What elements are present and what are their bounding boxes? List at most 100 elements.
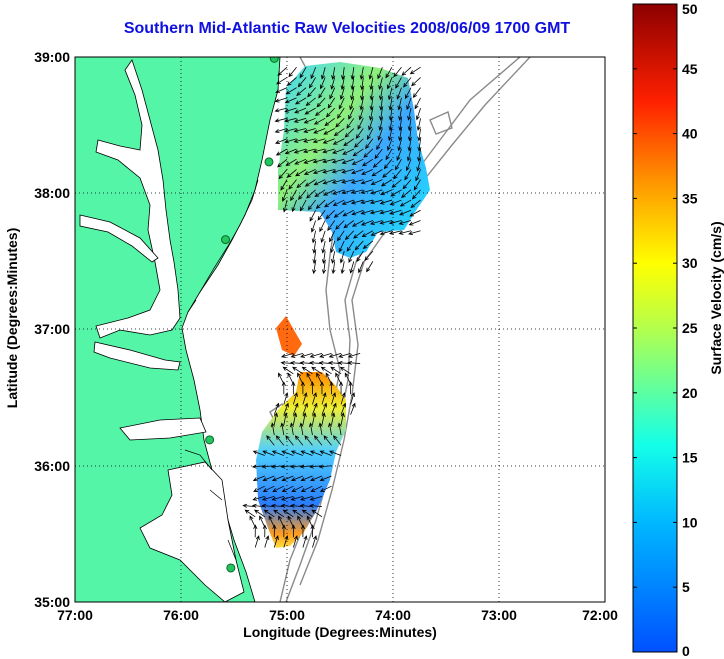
colorbar-tick-label: 5 — [682, 579, 690, 595]
colorbar-tick-label: 35 — [682, 190, 698, 206]
velocity-arrow — [337, 107, 345, 119]
velocity-arrow — [280, 496, 294, 501]
velocity-arrow — [259, 515, 266, 528]
velocity-arrow — [325, 209, 335, 220]
velocity-arrow — [289, 422, 294, 436]
velocity-arrow — [378, 77, 383, 90]
velocity-arrow — [298, 189, 307, 200]
velocity-arrow — [368, 118, 374, 131]
station-marker — [226, 563, 236, 573]
velocity-arrow — [371, 169, 383, 177]
velocity-arrow — [370, 189, 383, 195]
velocity-arrow — [340, 77, 345, 91]
velocity-arrow — [360, 179, 373, 185]
velocity-arrow — [300, 381, 305, 395]
velocity-arrow — [313, 435, 323, 446]
velocity-field-north — [278, 62, 430, 258]
velocity-arrow — [316, 97, 326, 108]
velocity-arrow — [364, 250, 374, 261]
velocity-arrow — [360, 209, 373, 215]
velocity-arrow — [312, 261, 317, 275]
velocity-arrow — [286, 77, 297, 86]
velocity-arrow — [354, 240, 364, 251]
velocity-arrow — [286, 169, 297, 178]
velocity-arrow — [372, 158, 383, 168]
velocity-arrow — [331, 169, 345, 174]
axes-frame — [74, 56, 606, 603]
colorbar — [632, 3, 678, 653]
coast-detail — [184, 179, 259, 561]
velocity-arrow — [397, 97, 402, 111]
velocity-arrow — [302, 402, 308, 415]
velocity-arrow — [385, 67, 393, 79]
velocity-arrow — [377, 128, 383, 141]
velocity-arrow — [281, 524, 287, 538]
colorbar-tick-label: 25 — [682, 320, 698, 336]
velocity-vectors — [242, 66, 422, 548]
velocity-arrow — [411, 77, 421, 87]
velocity-arrow — [274, 107, 288, 113]
velocity-arrow — [315, 199, 326, 209]
velocity-arrow — [293, 117, 307, 123]
velocity-arrow — [389, 209, 402, 215]
velocity-arrow — [322, 148, 335, 154]
velocity-field-south-tip — [276, 316, 302, 356]
velocity-arrow — [333, 128, 345, 137]
velocity-arrow — [274, 117, 288, 123]
velocity-arrow — [273, 412, 279, 425]
velocity-arrow — [365, 138, 374, 150]
velocity-arrow — [383, 158, 393, 170]
velocity-arrow — [300, 352, 313, 358]
velocity-arrow — [369, 199, 383, 205]
velocity-arrow — [361, 169, 374, 175]
velocity-arrow — [312, 535, 317, 548]
velocity-arrow — [333, 209, 345, 218]
velocity-arrow — [360, 189, 373, 195]
velocity-arrow — [327, 97, 336, 109]
velocity-arrow — [252, 496, 265, 501]
velocity-arrow — [303, 117, 316, 124]
velocity-arrow — [314, 107, 326, 117]
velocity-arrow — [284, 107, 297, 113]
velocity-arrow — [331, 67, 336, 80]
velocity-arrow — [360, 220, 374, 226]
velocity-arrow — [262, 485, 275, 492]
velocity-arrow — [328, 352, 342, 358]
velocity-arrow — [395, 77, 402, 89]
velocity-arrow — [319, 381, 325, 395]
velocity-arrow — [294, 158, 307, 165]
velocity-arrow — [244, 509, 256, 518]
velocity-arrow — [273, 509, 285, 518]
velocity-arrow — [319, 475, 332, 482]
velocity-arrow — [288, 179, 297, 190]
velocity-arrow — [277, 158, 288, 168]
velocity-arrow — [264, 535, 270, 548]
velocity-arrow — [393, 66, 402, 78]
velocity-arrow — [321, 402, 328, 415]
velocity-arrow — [304, 179, 316, 187]
velocity-arrow — [297, 77, 307, 88]
velocity-arrow — [351, 209, 364, 216]
velocity-arrow — [321, 240, 326, 254]
velocity-arrow — [275, 87, 288, 94]
velocity-arrow — [404, 87, 412, 100]
velocity-arrow — [359, 97, 364, 111]
velocity-arrow — [309, 352, 323, 358]
station-marker — [205, 435, 215, 445]
velocity-arrow — [294, 97, 307, 105]
velocity-arrow — [301, 366, 313, 375]
velocity-arrow — [306, 372, 313, 385]
velocity-arrow — [379, 108, 384, 121]
y-tick-label: 35:00 — [34, 594, 70, 610]
velocity-arrow — [379, 230, 393, 236]
velocity-arrow — [303, 138, 316, 143]
velocity-arrow — [291, 381, 296, 395]
velocity-arrow — [331, 261, 336, 275]
velocity-arrow — [319, 352, 332, 358]
velocity-arrow — [406, 97, 412, 111]
velocity-arrow — [323, 128, 335, 135]
velocity-arrow — [329, 381, 334, 395]
velocity-arrow — [253, 485, 265, 492]
velocity-arrow — [283, 392, 289, 405]
velocity-arrow — [341, 179, 354, 184]
